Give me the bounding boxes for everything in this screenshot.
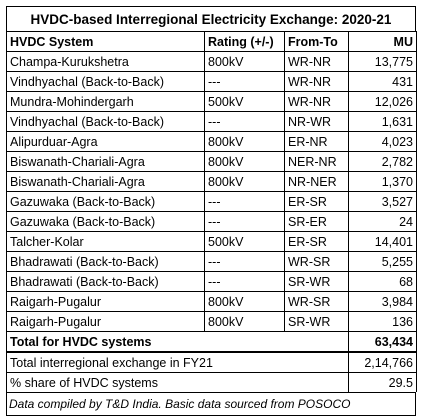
cell-from-to: NR-NER: [284, 171, 349, 192]
cell-from-to: SR-WR: [284, 271, 349, 292]
summary-row: % share of HVDC systems 29.5: [6, 372, 417, 392]
hvdc-table: HVDC System Rating (+/-) From-To MU Cham…: [6, 31, 417, 352]
cell-hvdc-system: Gazuwaka (Back-to-Back): [6, 191, 205, 212]
table-row: Bhadrawati (Back-to-Back) --- SR-WR 68: [6, 271, 417, 292]
cell-from-to: WR-NR: [284, 71, 349, 92]
cell-hvdc-system: Biswanath-Chariali-Agra: [6, 151, 205, 172]
header-rating: Rating (+/-): [204, 31, 285, 52]
table-row: Raigarh-Pugalur 800kV WR-SR 3,984: [6, 291, 417, 312]
cell-mu: 3,527: [348, 191, 417, 212]
table-row: Vindhyachal (Back-to-Back) --- NR-WR 1,631: [6, 111, 417, 132]
table-row: Talcher-Kolar 500kV ER-SR 14,401: [6, 231, 417, 252]
cell-hvdc-system: Gazuwaka (Back-to-Back): [6, 211, 205, 232]
cell-from-to: WR-NR: [284, 51, 349, 72]
cell-from-to: WR-SR: [284, 291, 349, 312]
cell-from-to: NER-NR: [284, 151, 349, 172]
cell-mu: 431: [348, 71, 417, 92]
table-row: Biswanath-Chariali-Agra 800kV NER-NR 2,782: [6, 151, 417, 172]
cell-rating: ---: [204, 191, 285, 212]
cell-rating: ---: [204, 111, 285, 132]
cell-rating: 800kV: [204, 51, 285, 72]
cell-mu: 68: [348, 271, 417, 292]
cell-hvdc-system: Vindhyachal (Back-to-Back): [6, 71, 205, 92]
cell-hvdc-system: Mundra-Mohindergarh: [6, 91, 205, 112]
cell-rating: 800kV: [204, 131, 285, 152]
cell-mu: 3,984: [348, 291, 417, 312]
cell-mu: 12,026: [348, 91, 417, 112]
cell-mu: 24: [348, 211, 417, 232]
summary-label: Total interregional exchange in FY21: [6, 352, 349, 373]
cell-from-to: ER-SR: [284, 231, 349, 252]
cell-from-to: WR-NR: [284, 91, 349, 112]
cell-mu: 1,370: [348, 171, 417, 192]
summary-label: % share of HVDC systems: [6, 372, 349, 392]
cell-from-to: SR-WR: [284, 311, 349, 332]
total-row: Total for HVDC systems 63,434: [6, 331, 417, 352]
cell-rating: 500kV: [204, 231, 285, 252]
table-row: Champa-Kurukshetra 800kV WR-NR 13,775: [6, 51, 417, 72]
cell-rating: ---: [204, 271, 285, 292]
table-row: Gazuwaka (Back-to-Back) --- ER-SR 3,527: [6, 191, 417, 212]
header-hvdc-system: HVDC System: [6, 31, 205, 52]
spreadsheet: HVDC-based Interregional Electricity Exc…: [6, 6, 417, 416]
cell-hvdc-system: Bhadrawati (Back-to-Back): [6, 271, 205, 292]
cell-mu: 1,631: [348, 111, 417, 132]
total-mu: 63,434: [348, 331, 417, 352]
summary-table: Total interregional exchange in FY21 2,1…: [6, 352, 417, 392]
cell-mu: 136: [348, 311, 417, 332]
table-row: Mundra-Mohindergarh 500kV WR-NR 12,026: [6, 91, 417, 112]
cell-mu: 13,775: [348, 51, 417, 72]
cell-from-to: NR-WR: [284, 111, 349, 132]
table-row: Raigarh-Pugalur 800kV SR-WR 136: [6, 311, 417, 332]
header-row: HVDC System Rating (+/-) From-To MU: [6, 31, 417, 52]
cell-hvdc-system: Bhadrawati (Back-to-Back): [6, 251, 205, 272]
cell-hvdc-system: Alipurduar-Agra: [6, 131, 205, 152]
header-mu: MU: [348, 31, 417, 52]
table-row: Gazuwaka (Back-to-Back) --- SR-ER 24: [6, 211, 417, 232]
cell-from-to: ER-SR: [284, 191, 349, 212]
source-note: Data compiled by T&D India. Basic data s…: [6, 392, 416, 416]
table-title: HVDC-based Interregional Electricity Exc…: [6, 6, 416, 31]
table-row: Biswanath-Chariali-Agra 800kV NR-NER 1,370: [6, 171, 417, 192]
cell-from-to: SR-ER: [284, 211, 349, 232]
cell-rating: 800kV: [204, 151, 285, 172]
cell-hvdc-system: Talcher-Kolar: [6, 231, 205, 252]
cell-rating: ---: [204, 71, 285, 92]
cell-rating: 500kV: [204, 91, 285, 112]
cell-mu: 14,401: [348, 231, 417, 252]
cell-rating: 800kV: [204, 291, 285, 312]
cell-hvdc-system: Raigarh-Pugalur: [6, 291, 205, 312]
cell-hvdc-system: Biswanath-Chariali-Agra: [6, 171, 205, 192]
table-row: Vindhyachal (Back-to-Back) --- WR-NR 431: [6, 71, 417, 92]
cell-rating: 800kV: [204, 311, 285, 332]
cell-hvdc-system: Raigarh-Pugalur: [6, 311, 205, 332]
cell-from-to: WR-SR: [284, 251, 349, 272]
table-row: Alipurduar-Agra 800kV ER-NR 4,023: [6, 131, 417, 152]
cell-hvdc-system: Vindhyachal (Back-to-Back): [6, 111, 205, 132]
cell-rating: 800kV: [204, 171, 285, 192]
header-from-to: From-To: [284, 31, 349, 52]
cell-from-to: ER-NR: [284, 131, 349, 152]
cell-mu: 5,255: [348, 251, 417, 272]
cell-rating: ---: [204, 211, 285, 232]
total-label: Total for HVDC systems: [6, 331, 349, 352]
cell-hvdc-system: Champa-Kurukshetra: [6, 51, 205, 72]
cell-rating: ---: [204, 251, 285, 272]
cell-mu: 2,782: [348, 151, 417, 172]
summary-value: 2,14,766: [348, 352, 417, 373]
cell-mu: 4,023: [348, 131, 417, 152]
summary-value: 29.5: [348, 372, 417, 392]
table-row: Bhadrawati (Back-to-Back) --- WR-SR 5,255: [6, 251, 417, 272]
summary-row: Total interregional exchange in FY21 2,1…: [6, 352, 417, 373]
